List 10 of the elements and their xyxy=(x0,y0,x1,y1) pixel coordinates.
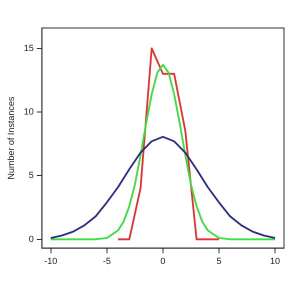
x-tick-label: -10 xyxy=(44,256,58,266)
x-tick-label: 10 xyxy=(270,256,280,266)
x-tick-label: -5 xyxy=(102,256,111,266)
y-tick-label: 0 xyxy=(28,234,34,244)
y-tick-label: 15 xyxy=(24,42,34,53)
y-tick-label: 10 xyxy=(24,106,34,116)
x-tick-label: 0 xyxy=(160,256,166,266)
y-tick-label: 5 xyxy=(28,170,34,180)
x-tick-label: 5 xyxy=(216,256,222,266)
y-axis-title: Number of Instances xyxy=(6,96,16,180)
